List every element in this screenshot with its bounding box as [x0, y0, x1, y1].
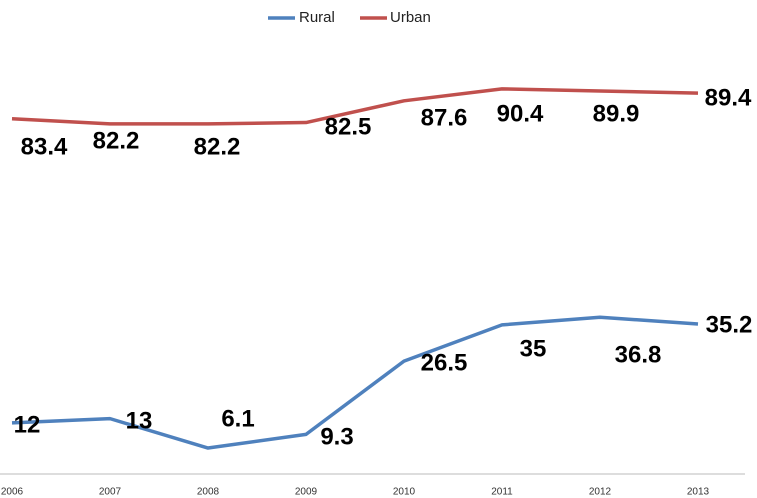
data-label: 13 [126, 407, 153, 434]
data-label: 6.1 [221, 405, 254, 432]
data-label: 9.3 [320, 423, 353, 450]
data-label: 26.5 [421, 349, 468, 376]
x-tick-label: 2011 [491, 487, 513, 498]
data-label: 87.6 [421, 104, 468, 131]
line [11, 87, 699, 126]
data-label: 35.2 [706, 311, 753, 338]
data-label: 82.2 [93, 127, 140, 154]
data-label: 35 [520, 335, 547, 362]
legend-label: Urban [390, 9, 431, 26]
data-label: 82.5 [325, 113, 372, 140]
x-tick-label: 2006 [1, 487, 24, 498]
x-tick-label: 2007 [99, 487, 122, 498]
data-label: 82.2 [194, 133, 241, 160]
data-label: 36.8 [615, 341, 662, 368]
x-tick-label: 2012 [589, 487, 612, 498]
line [11, 315, 699, 450]
legend-label: Rural [299, 9, 335, 26]
data-label: 83.4 [21, 133, 68, 160]
data-label: 89.4 [705, 84, 752, 111]
data-label: 90.4 [497, 100, 544, 127]
x-tick-label: 2010 [393, 487, 416, 498]
x-tick-label: 2013 [687, 487, 710, 498]
x-tick-label: 2009 [295, 487, 318, 498]
x-tick-label: 2008 [197, 487, 220, 498]
data-label: 89.9 [593, 100, 640, 127]
data-label: 12 [14, 411, 41, 438]
